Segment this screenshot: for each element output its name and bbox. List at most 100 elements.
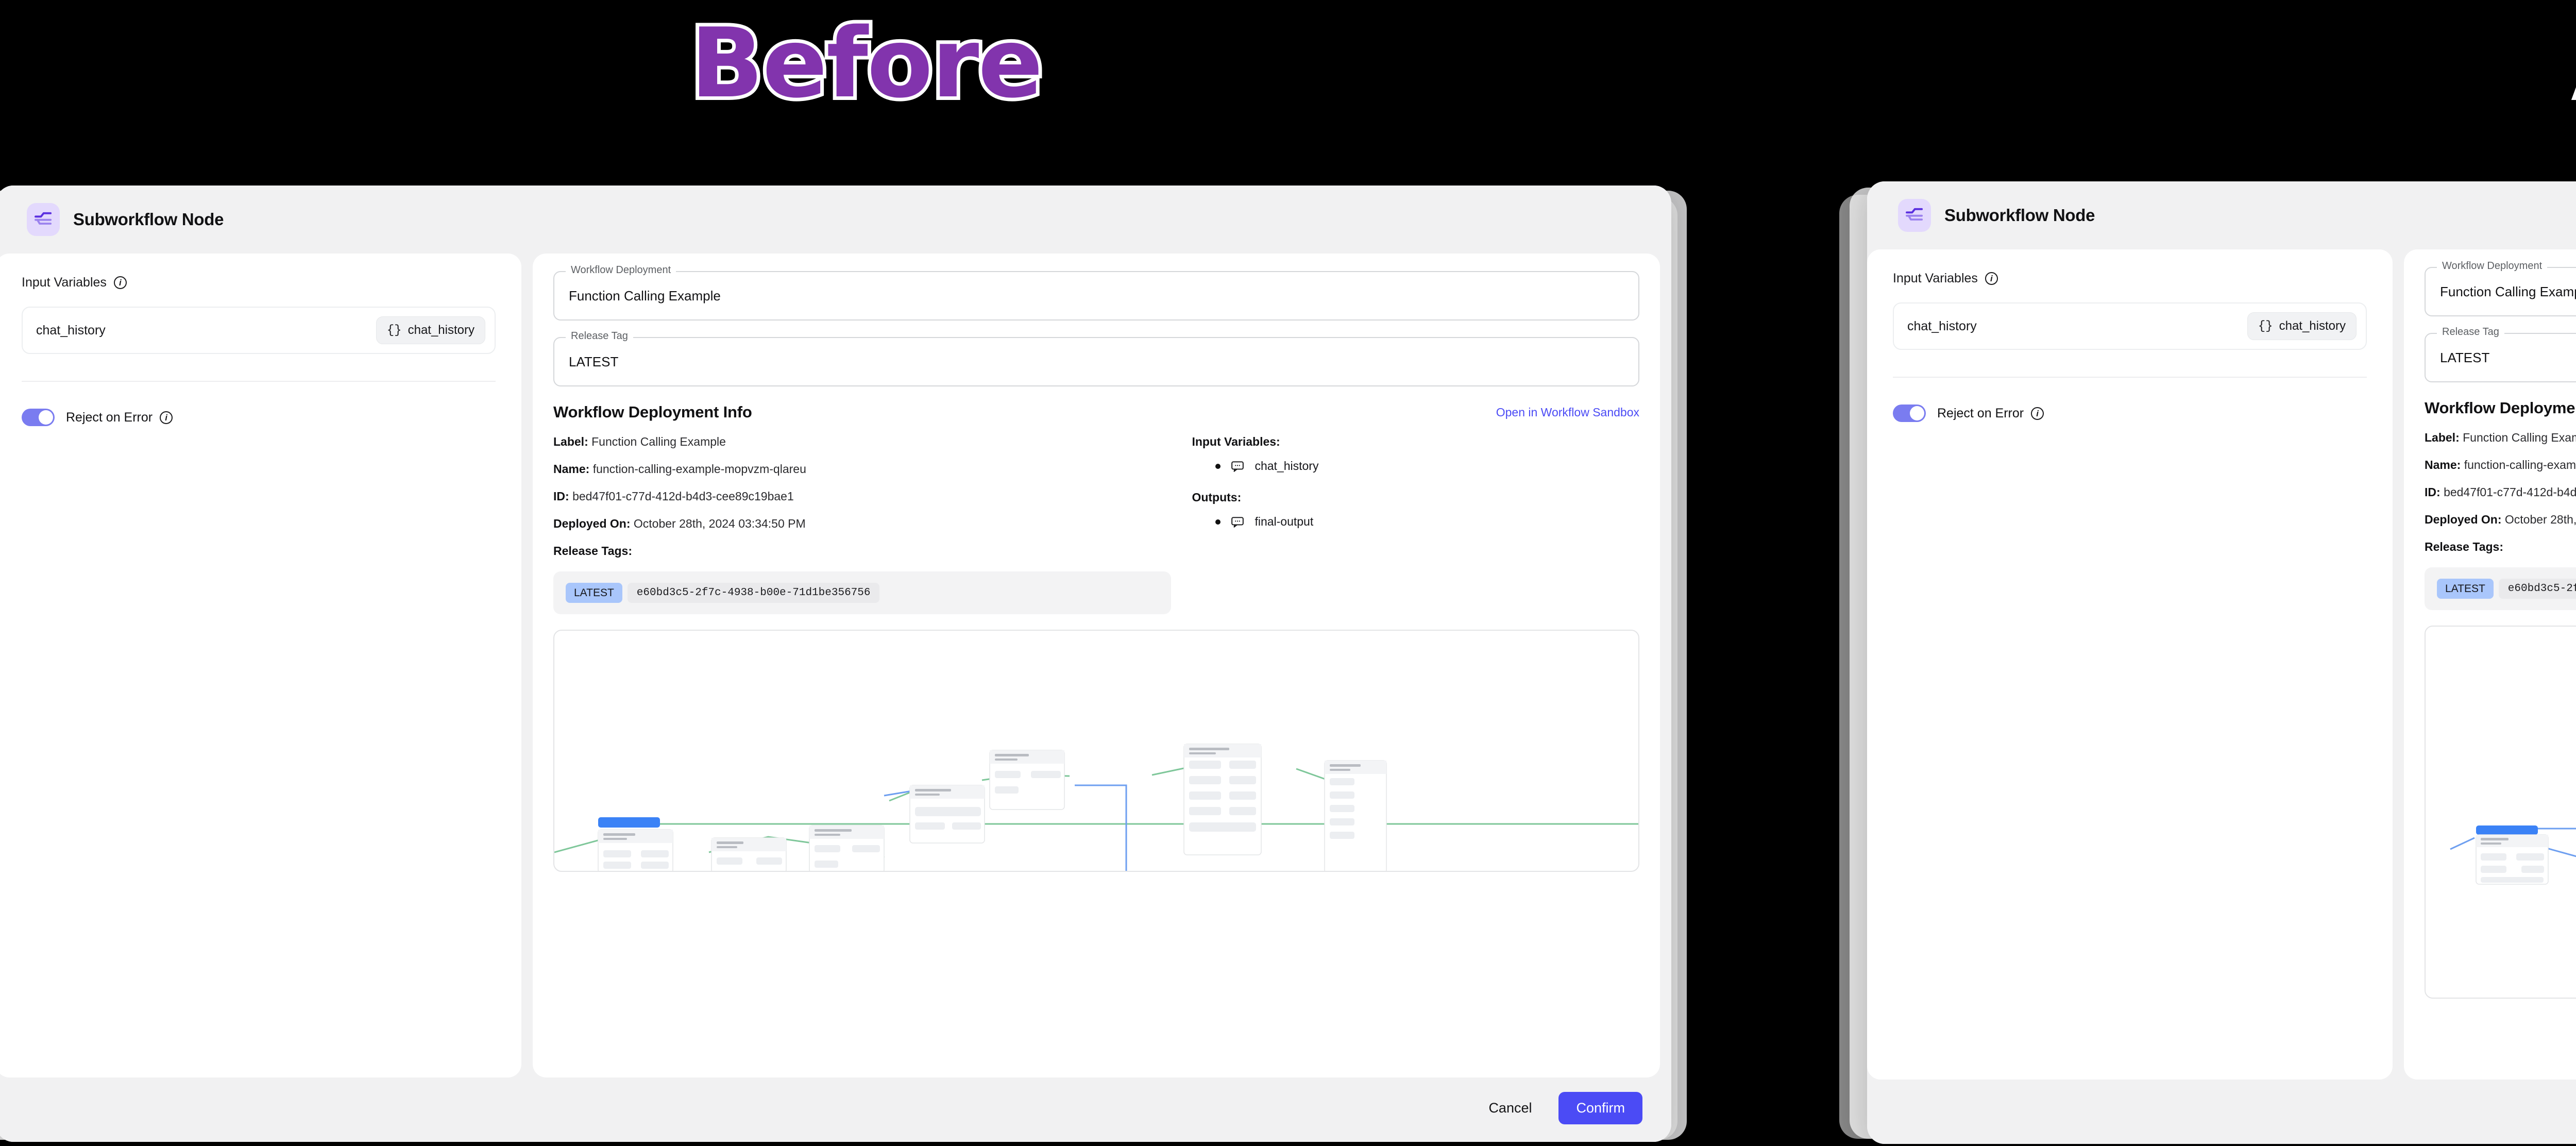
deployment-id-row: ID: bed47f01-c77d-412d-b4d3-cee89c19bae1	[553, 490, 1171, 503]
release-tag-legend: Release Tag	[2437, 327, 2504, 337]
chat-bubble-icon	[1231, 516, 1244, 528]
dialog-footer: Cancel Confirm	[0, 1077, 1671, 1142]
release-tag-pill: LATEST	[2437, 579, 2494, 599]
reject-on-error-label-wrap: Reject on Error i	[1937, 406, 2044, 421]
dialog-title: Subworkflow Node	[1944, 206, 2095, 225]
deployment-info-details: Label: Function Calling Example Name: fu…	[2425, 431, 2576, 610]
release-tags-box: LATEST e60bd3c5-2f7c-4938-b00e-71d1be356…	[2425, 567, 2576, 610]
deployment-id-value: bed47f01-c77d-412d-b4d3-cee89c19bae1	[2444, 485, 2576, 499]
deployment-date-row: Deployed On: October 28th, 2024 03:34:50…	[553, 517, 1171, 531]
deployment-info-header: Workflow Deployment Info Open in Workflo…	[553, 403, 1639, 422]
deployment-name-value: function-calling-example-mopvzm-qlareu	[592, 462, 806, 476]
output-item-label: final-output	[1255, 515, 1314, 528]
cancel-button[interactable]: Cancel	[1484, 1094, 1536, 1122]
release-tag-select[interactable]: Release Tag LATEST	[553, 331, 1639, 386]
input-variables-sublabel: Input Variables:	[1192, 435, 1280, 448]
workflow-deployment-select[interactable]: Workflow Deployment Function Calling Exa…	[553, 265, 1639, 321]
workflow-deployment-value: Function Calling Example	[2440, 283, 2576, 299]
before-caption: Before	[687, 7, 1047, 119]
release-tag-hash: e60bd3c5-2f7c-4938-b00e-71d1be356756	[627, 583, 880, 603]
deployment-date-key: Deployed On:	[2425, 513, 2502, 526]
workflow-deployment-legend: Workflow Deployment	[566, 265, 676, 275]
deployment-io-summary: Input Variables: chat_h	[1192, 435, 1639, 614]
open-in-workflow-sandbox-link[interactable]: Open in Workflow Sandbox	[1496, 405, 1639, 419]
outputs-sublabel: Outputs:	[1192, 491, 1242, 504]
deployment-name-value: function-calling-example-mopvzm-qlareu	[2464, 458, 2576, 471]
deployment-label-key: Label:	[2425, 431, 2460, 444]
dialog-body: Input Variables i chat_history {} chat_h…	[0, 254, 1671, 1077]
reject-on-error-toggle[interactable]	[1893, 405, 1926, 422]
before-screenshot: Subworkflow Node Input Variables i chat_…	[0, 186, 1721, 1146]
subworkflow-node-icon	[1898, 199, 1931, 232]
info-icon[interactable]: i	[2031, 407, 2044, 420]
input-variable-row[interactable]: chat_history {} chat_history	[1893, 302, 2367, 350]
input-variables-label: Input Variables	[22, 275, 107, 290]
deployment-id-value: bed47f01-c77d-412d-b4d3-cee89c19bae1	[572, 490, 794, 503]
deployment-label-row: Label: Function Calling Example	[553, 435, 1171, 449]
input-variable-row[interactable]: chat_history {} chat_history	[22, 307, 496, 354]
subworkflow-node-dialog: Subworkflow Node Input Variables i chat_…	[0, 186, 1671, 1142]
release-tags-label: Release Tags:	[553, 544, 632, 558]
dialog-body: Input Variables i chat_history {} chat_h…	[1867, 249, 2576, 1080]
deployment-name-key: Name:	[553, 462, 590, 476]
reject-on-error-label: Reject on Error	[1937, 406, 2024, 420]
variable-value-chip[interactable]: {} chat_history	[2247, 312, 2357, 340]
dialog-header: Subworkflow Node	[0, 186, 1671, 254]
bullet-dot	[1215, 463, 1221, 469]
deployment-label-value: Function Calling Example	[591, 435, 726, 448]
deployment-id-key: ID:	[553, 490, 569, 503]
braces-icon: {}	[386, 323, 402, 338]
subworkflow-node-dialog: Subworkflow Node Input Variables i chat_…	[1867, 181, 2576, 1144]
subworkflow-node-icon	[27, 203, 60, 236]
deployment-date-row: Deployed On: October 28th, 2024 03:34:50…	[2425, 513, 2576, 527]
panel-divider	[22, 381, 496, 382]
workflow-deployment-select[interactable]: Workflow Deployment Function Calling Exa…	[2425, 261, 2576, 316]
reject-on-error-label-wrap: Reject on Error i	[66, 410, 173, 425]
workflow-deployment-legend: Workflow Deployment	[2437, 261, 2548, 271]
bullet-dot	[1215, 519, 1221, 525]
release-tag-value: LATEST	[2440, 349, 2490, 365]
input-variable-name: chat_history	[1907, 318, 1977, 333]
variable-chip-label: chat_history	[2279, 319, 2346, 333]
confirm-button[interactable]: Confirm	[1558, 1092, 1642, 1124]
info-icon[interactable]: i	[1985, 272, 1998, 285]
deployment-info-title-wrap: Workflow Deployment Info	[553, 403, 752, 422]
deployment-info-columns: Label: Function Calling Example Name: fu…	[553, 435, 1639, 614]
input-variables-panel: Input Variables i chat_history {} chat_h…	[0, 254, 521, 1077]
release-tag-hash: e60bd3c5-2f7c-4938-b00e-71d1be356756	[2498, 579, 2576, 599]
reject-on-error-row[interactable]: Reject on Error i	[22, 409, 496, 426]
workflow-deployment-panel: Workflow Deployment Function Calling Exa…	[2404, 249, 2576, 1080]
info-icon[interactable]: i	[160, 411, 173, 424]
deployment-name-row: Name: function-calling-example-mopvzm-ql…	[2425, 458, 2576, 472]
variable-value-chip[interactable]: {} chat_history	[376, 316, 485, 344]
after-screenshot: Subworkflow Node Input Variables i chat_…	[1839, 181, 2576, 1146]
release-tag-select[interactable]: Release Tag LATEST	[2425, 327, 2576, 382]
reject-on-error-row[interactable]: Reject on Error i	[1893, 405, 2367, 422]
dialog-footer: Cancel Confirm	[1867, 1080, 2576, 1144]
deployment-name-key: Name:	[2425, 458, 2461, 471]
input-variables-panel: Input Variables i chat_history {} chat_h…	[1867, 249, 2393, 1080]
info-icon[interactable]: i	[113, 276, 127, 289]
deployment-info-header: Workflow Deployment Info Development Ope…	[2425, 399, 2576, 417]
deployment-info-columns: Label: Function Calling Example Name: fu…	[2425, 431, 2576, 610]
output-item: final-output	[1215, 515, 1639, 529]
deployment-info-title: Workflow Deployment Info	[553, 403, 752, 421]
deployment-info-title-wrap: Workflow Deployment Info Development	[2425, 399, 2576, 417]
input-variables-heading: Input Variables i	[22, 275, 496, 290]
workflow-deployment-value: Function Calling Example	[569, 288, 721, 304]
deployment-date-value: October 28th, 2024 03:34:50 PM	[633, 517, 806, 530]
workflow-graph-preview[interactable]	[2425, 626, 2576, 999]
dialog-header: Subworkflow Node	[1867, 181, 2576, 249]
input-variable-item-label: chat_history	[1255, 459, 1319, 473]
release-tag-legend: Release Tag	[566, 331, 633, 341]
input-variable-name: chat_history	[36, 323, 106, 338]
deployment-id-row: ID: bed47f01-c77d-412d-b4d3-cee89c19bae1	[2425, 485, 2576, 499]
input-variables-label: Input Variables	[1893, 271, 1978, 285]
reject-on-error-toggle[interactable]	[22, 409, 55, 426]
chat-bubble-icon	[1231, 461, 1244, 472]
workflow-graph-preview[interactable]	[553, 630, 1639, 872]
release-tag-pill: LATEST	[566, 583, 622, 603]
dialog-title: Subworkflow Node	[73, 210, 224, 229]
input-variables-heading: Input Variables i	[1893, 271, 2367, 286]
